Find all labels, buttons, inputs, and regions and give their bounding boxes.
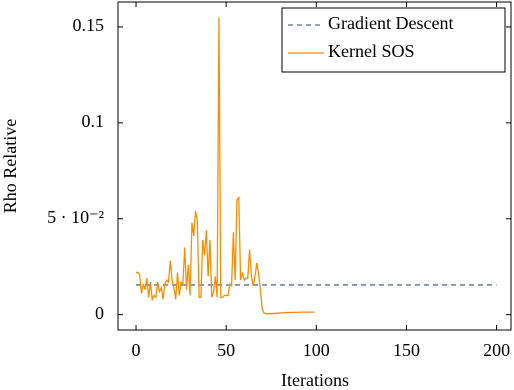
x-tick-label: 150 (393, 340, 420, 360)
y-tick-label: 0.15 (73, 15, 105, 35)
x-axis-label: Iterations (281, 370, 349, 390)
plot-frame (117, 1, 512, 331)
y-tick-label: 5 · 10⁻² (47, 207, 104, 227)
x-tick-label: 100 (303, 340, 330, 360)
y-tick-label: 0.1 (82, 111, 105, 131)
x-tick-label: 50 (217, 340, 235, 360)
x-tick-label: 0 (132, 340, 141, 360)
series-line (136, 17, 315, 315)
x-tick-label: 200 (483, 340, 510, 360)
legend-label: Kernel SOS (328, 41, 415, 61)
legend-box (281, 7, 506, 73)
legend-label: Gradient Descent (328, 13, 453, 33)
y-axis-label: Rho Relative (0, 119, 20, 213)
y-tick-label: 0 (95, 303, 104, 323)
